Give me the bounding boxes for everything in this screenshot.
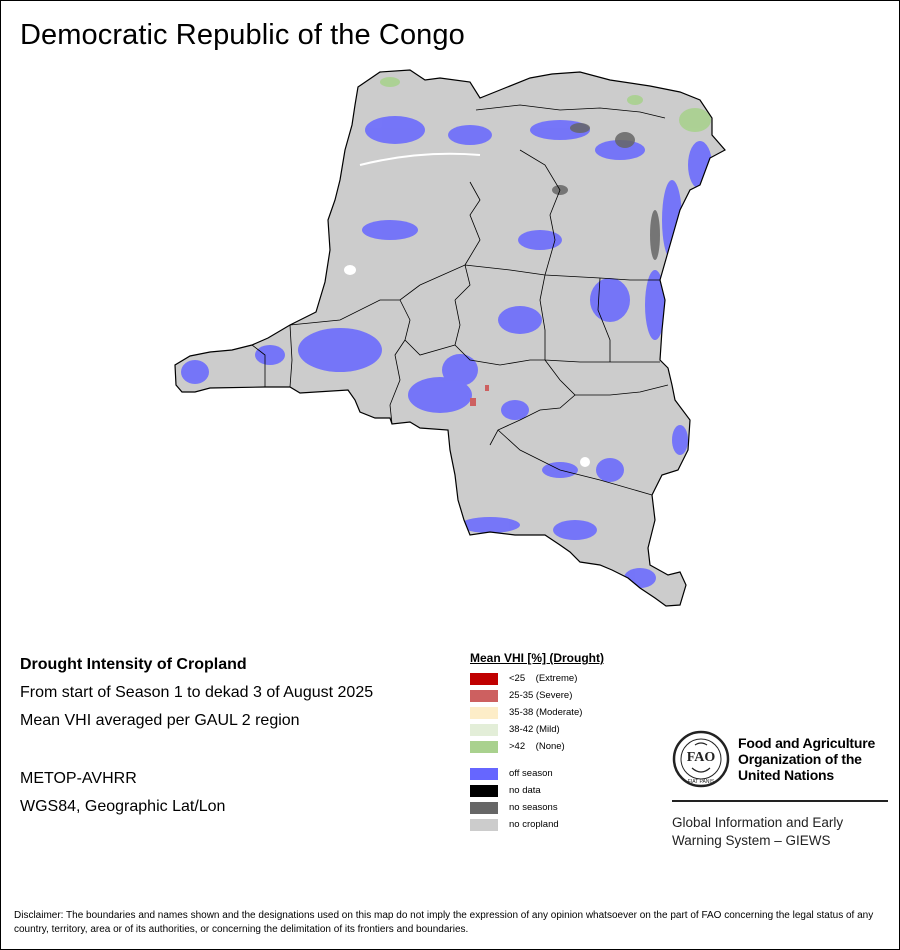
legend-item: 25-35 (Severe): [470, 687, 660, 704]
legend-item: off season: [470, 765, 660, 782]
country-border: [174, 69, 726, 607]
info-method: Mean VHI averaged per GAUL 2 region: [20, 712, 300, 729]
legend-swatch: [470, 818, 498, 831]
info-projection: WGS84, Geographic Lat/Lon: [20, 798, 226, 815]
disclaimer: Disclaimer: The boundaries and names sho…: [14, 910, 874, 935]
legend-item: <25 (Extreme): [470, 670, 660, 687]
fao-logo-letters: FAO: [687, 750, 716, 765]
legend-item: >42 (None): [470, 738, 660, 755]
fao-divider: [672, 800, 888, 802]
severe-drought-areas: [470, 385, 489, 406]
legend-swatch: [470, 672, 498, 685]
legend-item: no seasons: [470, 799, 660, 816]
country-map: [174, 69, 726, 607]
fao-org-name: Food and Agriculture Organization of the…: [738, 735, 876, 783]
legend-label: 25-35 (Severe): [509, 690, 573, 701]
legend-title: Mean VHI [%] (Drought): [470, 651, 604, 665]
no-seasons-areas: [552, 123, 660, 260]
legend-label: 38-42 (Mild): [509, 724, 560, 735]
map-title: Democratic Republic of the Congo: [20, 19, 465, 51]
map-legend: Mean VHI [%] (Drought) <25 (Extreme) 25-…: [470, 651, 660, 833]
info-heading: Drought Intensity of Cropland: [20, 656, 247, 673]
legend-swatch: [470, 767, 498, 780]
legend-swatch: [470, 689, 498, 702]
fao-logo-motto: FIAT PANIS: [688, 779, 715, 785]
legend-swatch: [470, 801, 498, 814]
info-period: From start of Season 1 to dekad 3 of Aug…: [20, 684, 374, 701]
admin-boundaries: [251, 104, 669, 496]
legend-item: 35-38 (Moderate): [470, 704, 660, 721]
legend-label: no cropland: [509, 819, 559, 830]
no-drought-areas: [380, 77, 711, 132]
map-info-panel: Drought Intensity of Cropland From start…: [20, 656, 450, 826]
legend-item: no data: [470, 782, 660, 799]
legend-label: no seasons: [509, 802, 558, 813]
legend-swatch: [470, 706, 498, 719]
giews-name: Global Information and Early Warning Sys…: [672, 815, 844, 848]
legend-label: 35-38 (Moderate): [509, 707, 583, 718]
legend-label: off season: [509, 768, 553, 779]
legend-swatch: [470, 740, 498, 753]
country-land: [175, 70, 725, 606]
legend-item: no cropland: [470, 816, 660, 833]
no-data-patches: [344, 152, 590, 467]
legend-swatch: [470, 723, 498, 736]
legend-item: 38-42 (Mild): [470, 721, 660, 738]
legend-swatch: [470, 784, 498, 797]
fao-logo: FAO FIAT PANIS: [672, 730, 730, 788]
legend-label: no data: [509, 785, 541, 796]
legend-label: >42 (None): [509, 741, 565, 752]
info-sensor: METOP-AVHRR: [20, 770, 137, 787]
legend-label: <25 (Extreme): [509, 673, 578, 684]
